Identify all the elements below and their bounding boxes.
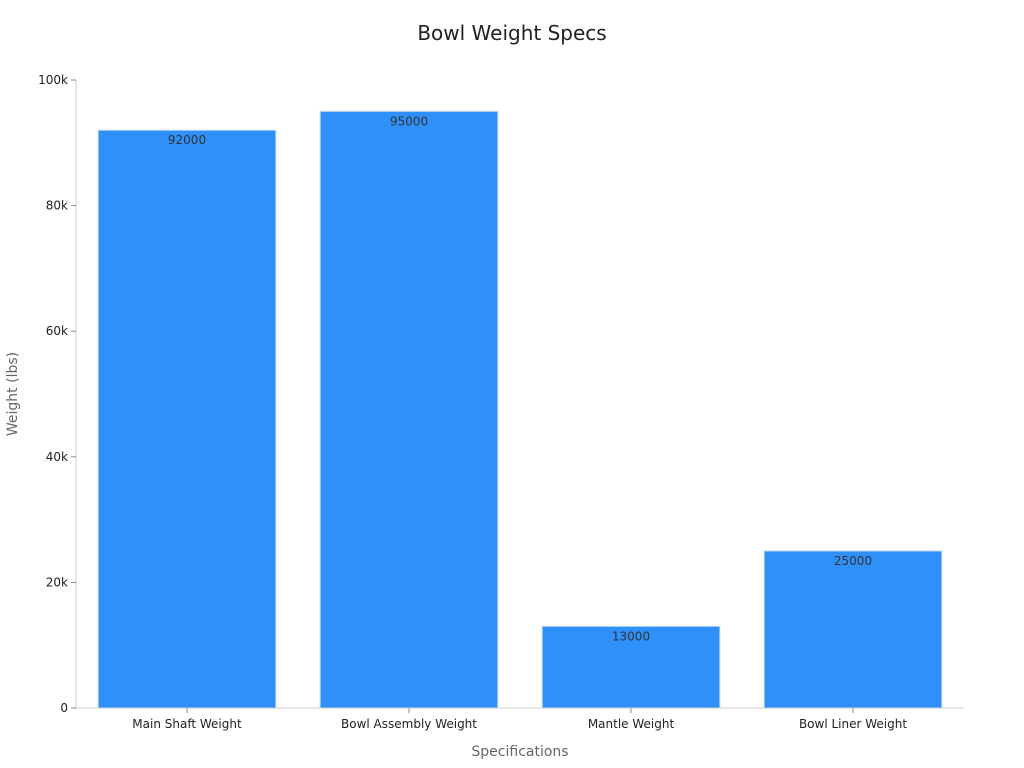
bar-3 bbox=[763, 550, 943, 709]
x-tick-label-3: Bowl Liner Weight bbox=[799, 717, 907, 731]
x-tick-label-0: Main Shaft Weight bbox=[132, 717, 242, 731]
x-axis-label: Specifications bbox=[471, 744, 568, 760]
data-label-2: 13000 bbox=[612, 629, 650, 643]
bar-1 bbox=[319, 110, 499, 709]
bar-2 bbox=[541, 625, 721, 709]
bar-0 bbox=[97, 129, 277, 709]
data-label-3: 25000 bbox=[834, 554, 872, 568]
y-tick-label-4: 80k bbox=[46, 199, 68, 213]
labels-layer: 92000 95000 13000 25000 bbox=[168, 114, 872, 643]
chart-title: Bowl Weight Specs bbox=[417, 21, 606, 45]
data-label-0: 92000 bbox=[168, 133, 206, 147]
bars-layer bbox=[97, 110, 943, 709]
x-tick-label-1: Bowl Assembly Weight bbox=[341, 717, 477, 731]
y-tick-label-5: 100k bbox=[38, 73, 68, 87]
y-tick-label-0: 0 bbox=[60, 701, 68, 715]
y-tick-label-3: 60k bbox=[46, 324, 68, 338]
data-label-1: 95000 bbox=[390, 114, 428, 128]
y-axis-label: Weight (lbs) bbox=[5, 352, 21, 436]
y-tick-label-1: 20k bbox=[46, 575, 68, 589]
y-tick-label-2: 40k bbox=[46, 450, 68, 464]
x-tick-label-2: Mantle Weight bbox=[588, 717, 675, 731]
axes-layer: Main Shaft Weight Bowl Assembly Weight Man… bbox=[38, 73, 964, 731]
